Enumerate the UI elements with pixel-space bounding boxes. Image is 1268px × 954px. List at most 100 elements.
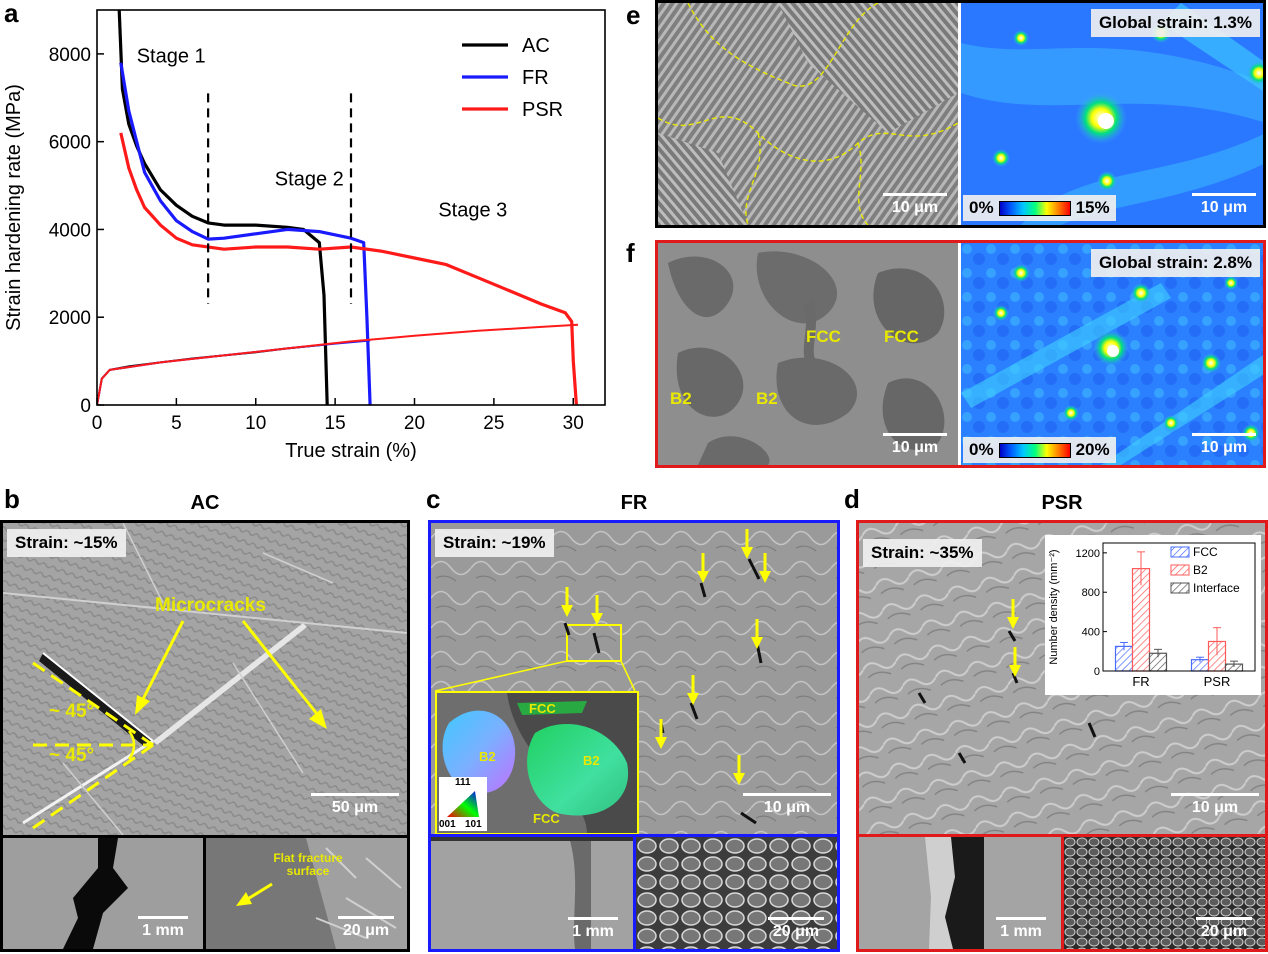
- panel-b-frame: Strain: ~15% Microcracks ~ 45° ~ 45° 50 …: [0, 520, 410, 952]
- series-fr-hardening-line: [119, 62, 372, 405]
- y-tick-label: 1200: [1076, 548, 1100, 560]
- y-tick-label: 800: [1082, 587, 1100, 599]
- crack-arrow: [687, 675, 699, 705]
- panel-d-fracture-surface: 20 μm: [1064, 837, 1265, 949]
- scale-label: 1 mm: [572, 923, 614, 940]
- panel-label-c: c: [426, 484, 441, 514]
- y-tick-label: 4000: [49, 220, 91, 241]
- scale-label: 20 μm: [772, 923, 820, 940]
- panel-c-fracture-surface: 20 μm: [636, 837, 837, 949]
- series-psr-hardening-line: [119, 132, 578, 405]
- scale-label: 50 μm: [331, 799, 379, 816]
- ipf-legend: 111 001 101: [439, 777, 487, 831]
- x-axis-label: True strain (%): [285, 440, 417, 462]
- panel-b-sub2-scale-bar: 20 μm: [332, 916, 400, 940]
- flat-fracture-label: Flat fracture surface: [273, 851, 343, 879]
- series-fr-flow-line: [97, 339, 371, 405]
- panel-b-sem-image: Strain: ~15% Microcracks ~ 45° ~ 45° 50 …: [3, 523, 407, 835]
- panel-f-frame: FCC FCC B2 B2 10 μm Global strain: 2.8%: [655, 240, 1266, 468]
- panel-label-a: a: [4, 0, 19, 28]
- stage-label: Stage 3: [438, 199, 507, 221]
- panel-c-scale-bar: 10 μm: [741, 793, 833, 817]
- panel-d-sem-image: Strain: ~35% FR PSR 0 400 800 1200 Number dens…: [859, 523, 1265, 834]
- ebsd-b2-label: B2: [479, 749, 496, 764]
- y-tick-label: 2000: [49, 308, 91, 329]
- panel-b-fracture-macro: 1 mm: [3, 838, 203, 949]
- panel-e-scale-bar-right: 10 μm: [1189, 193, 1259, 217]
- x-tick-label: 20: [404, 413, 425, 434]
- number-density-chart: FR PSR 0 400 800 1200 Number density (mm⁻²) FCC…: [1045, 535, 1261, 695]
- scale-label: 1 mm: [142, 922, 184, 939]
- scale-label: 10 μm: [891, 199, 939, 216]
- crack-arrow: [759, 553, 771, 583]
- panel-e-scale-bar-left: 10 μm: [880, 193, 950, 217]
- panel-b-scale-bar: 50 μm: [309, 793, 401, 817]
- phase-label-fcc: FCC: [884, 327, 919, 346]
- crack-arrow: [733, 755, 745, 785]
- panel-d-fracture-macro: 1 mm: [859, 837, 1061, 949]
- scale-label: 20 μm: [1200, 923, 1248, 940]
- series-psr-flow-line: [97, 323, 579, 405]
- scale-label: 10 μm: [763, 799, 811, 816]
- y-tick-label: 0: [80, 396, 91, 417]
- panel-b-sub1-scale-bar: 1 mm: [131, 916, 195, 940]
- crack-arrow: [655, 719, 667, 749]
- panel-c-frame: Strain: ~19% FCC B2 B2 FCC: [428, 520, 840, 952]
- panel-e-global-strain: Global strain: 1.3%: [1090, 9, 1260, 37]
- legend-label-b2: B2: [1193, 563, 1208, 577]
- panel-b-title: AC: [190, 492, 220, 514]
- panel-b-strain-badge: Strain: ~15%: [7, 529, 126, 557]
- stage-label: Stage 1: [137, 46, 206, 68]
- legend-swatch-fcc: [1170, 546, 1190, 558]
- legend-label-fr: FR: [522, 67, 549, 89]
- plot-frame: [96, 9, 606, 406]
- panel-d-title: PSR: [1041, 492, 1083, 514]
- panel-d-strain-badge: Strain: ~35%: [863, 539, 982, 567]
- legend-label-interface: Interface: [1193, 581, 1240, 595]
- panel-label-b: b: [4, 484, 20, 514]
- panel-f-global-strain: Global strain: 2.8%: [1090, 249, 1260, 277]
- ebsd-inset: FCC B2 B2 FCC 111 001 101: [435, 691, 639, 834]
- ipf-label-111: 111: [455, 777, 471, 788]
- scale-label: 10 μm: [891, 439, 939, 456]
- hardening-rate-chart: 0 5 10 15 20 25 30 0 2000 4000 6000 8000 True strain…: [3, 9, 606, 462]
- angle-label-upper: ~ 45°: [49, 701, 95, 722]
- panel-c-sub1-scale-bar: 1 mm: [561, 917, 625, 941]
- x-tick-label: 15: [325, 413, 346, 434]
- y-tick-label: 8000: [49, 45, 91, 66]
- colorbar-min: 0%: [969, 440, 994, 459]
- crack-arrow: [751, 619, 763, 649]
- panel-d-scale-bar: 10 μm: [1169, 793, 1261, 817]
- angle-label-lower: ~ 45°: [49, 745, 95, 766]
- panel-e-colorbar: 0% 15%: [963, 195, 1116, 221]
- panel-b-fracture-surface: Flat fracture surface 20 μm: [206, 838, 407, 949]
- panel-c-fracture-macro: 1 mm: [431, 837, 633, 949]
- ebsd-fcc-label: FCC: [533, 811, 560, 826]
- legend-label-fcc: FCC: [1193, 545, 1218, 559]
- x-tick-label: 10: [245, 413, 266, 434]
- x-tick-label: FR: [1132, 674, 1149, 689]
- scale-label: 10 μm: [1191, 799, 1239, 816]
- colorbar-max: 15%: [1075, 198, 1110, 217]
- y-axis-label: Strain hardening rate (MPa): [3, 84, 25, 331]
- scale-label: 10 μm: [1200, 199, 1248, 216]
- crack-arrow: [741, 529, 753, 559]
- inset-plot-frame: [1102, 542, 1256, 672]
- panel-label-d: d: [844, 484, 860, 514]
- phase-label-fcc: FCC: [806, 327, 841, 346]
- microcracks-label: Microcracks: [155, 595, 266, 616]
- crack-arrow: [1007, 599, 1019, 629]
- legend-swatch-b2: [1170, 564, 1190, 576]
- y-tick-label: 0: [1094, 666, 1100, 678]
- crack-arrow: [591, 595, 603, 625]
- x-tick-label: 30: [563, 413, 584, 434]
- colorbar-max: 20%: [1075, 440, 1110, 459]
- panel-c-strain-badge: Strain: ~19%: [435, 529, 554, 557]
- x-tick-label: PSR: [1204, 674, 1231, 689]
- scale-label: 10 μm: [1200, 439, 1248, 456]
- panel-e-sem-image: 10 μm: [658, 3, 958, 225]
- crack-arrow: [697, 553, 709, 583]
- legend-swatch-interface: [1170, 582, 1190, 594]
- panel-f-scale-bar-left: 10 μm: [880, 433, 950, 457]
- y-axis-label: Number density (mm⁻²): [1048, 549, 1060, 664]
